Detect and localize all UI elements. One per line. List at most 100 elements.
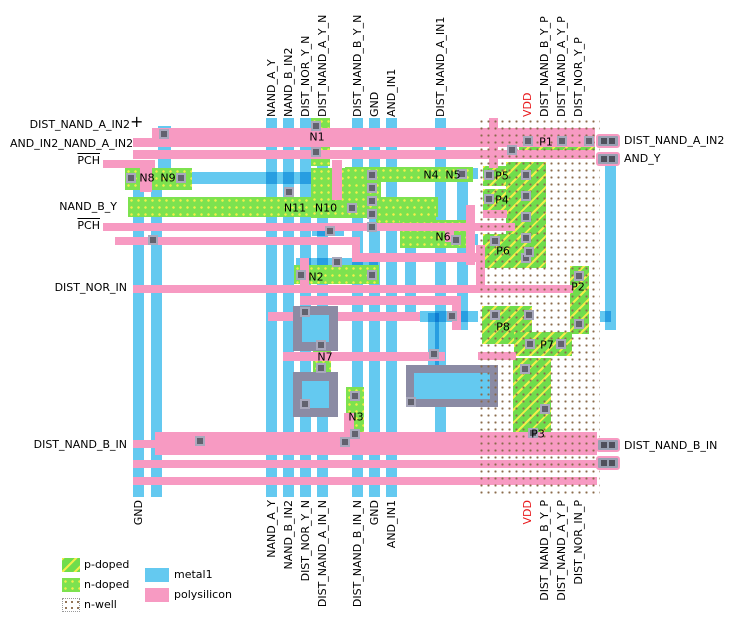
contact-via xyxy=(316,340,326,350)
contact-via xyxy=(296,270,306,280)
polysilicon-trace xyxy=(133,285,573,293)
polysilicon-trace xyxy=(300,296,460,305)
pin-and-y xyxy=(596,152,620,166)
polysilicon-trace xyxy=(352,237,360,262)
contact-via xyxy=(148,235,158,245)
metal1-trace xyxy=(435,118,446,448)
device-label-n8: N8 xyxy=(139,171,155,185)
polysilicon-trace xyxy=(332,160,342,200)
device-label-p7: P7 xyxy=(540,338,554,352)
contact-via xyxy=(350,391,360,401)
contact-via xyxy=(176,173,186,183)
contact-via xyxy=(556,339,566,349)
contact-via xyxy=(574,319,584,329)
polysilicon-trace xyxy=(133,460,597,468)
net-label-right-1: AND_Y xyxy=(624,152,661,165)
contact-via xyxy=(457,169,467,179)
crosshair-cursor: + xyxy=(130,112,144,131)
metal1-trace xyxy=(151,168,162,497)
pin-unlabeled xyxy=(596,456,620,470)
metal1-trace xyxy=(188,172,318,184)
polysilicon-trace xyxy=(133,440,158,448)
metal1-trace xyxy=(352,118,363,497)
contact-via xyxy=(490,310,500,320)
ndoped-region xyxy=(345,167,473,182)
polysilicon-trace xyxy=(115,237,360,245)
metal1-trace xyxy=(369,118,380,497)
contact-via xyxy=(316,363,326,373)
contact-via xyxy=(507,145,517,155)
contact-via xyxy=(325,226,335,236)
polysilicon-trace xyxy=(133,150,595,159)
contact-via xyxy=(521,212,531,222)
device-label-p6: P6 xyxy=(496,244,510,258)
polysilicon-trace xyxy=(133,477,597,485)
legend-swatch-polysilicon xyxy=(145,588,169,602)
device-label-p5: P5 xyxy=(495,169,509,183)
contact-via xyxy=(332,257,342,267)
contact-via xyxy=(159,129,169,139)
polysilicon-trace xyxy=(478,352,516,360)
legend-swatch-n-doped xyxy=(62,578,80,592)
metal1-trace xyxy=(605,155,616,330)
metal1-trace xyxy=(133,168,144,497)
contact-via xyxy=(484,194,494,204)
contact-via xyxy=(406,397,416,407)
polysilicon-trace xyxy=(344,413,354,435)
contact-via xyxy=(584,136,594,146)
polysilicon-trace xyxy=(445,226,454,242)
device-label-p1: P1 xyxy=(539,135,553,149)
polysilicon-trace xyxy=(466,205,475,265)
contact-via xyxy=(429,349,439,359)
metal1-trace xyxy=(405,228,416,313)
contact-via xyxy=(350,429,360,439)
polysilicon-trace xyxy=(140,160,152,192)
net-label-left-5: DIST_NOR_IN xyxy=(54,281,127,294)
net-label-left-4: PCH xyxy=(77,219,100,232)
polysilicon-trace xyxy=(268,312,420,321)
metal-guard-ring xyxy=(293,372,338,417)
contact-via xyxy=(524,247,534,257)
polysilicon-trace xyxy=(489,118,498,168)
contact-via xyxy=(521,191,531,201)
net-label-left-6: DIST_NAND_B_IN xyxy=(33,438,127,451)
contact-via xyxy=(284,187,294,197)
net-label-left-3: NAND_B_Y xyxy=(59,200,117,213)
contact-via xyxy=(340,437,350,447)
legend-swatch-p-doped xyxy=(62,558,80,572)
contact-via xyxy=(367,170,377,180)
contact-via xyxy=(520,364,530,374)
polysilicon-trace xyxy=(103,223,515,231)
polysilicon-trace xyxy=(103,160,155,168)
contact-via xyxy=(367,270,377,280)
legend-label-p-doped: p-doped xyxy=(84,558,130,571)
device-label-p2: P2 xyxy=(571,280,585,294)
legend-label-metal1: metal1 xyxy=(174,568,213,581)
legend-swatch-n-well xyxy=(62,598,80,612)
contact-via xyxy=(523,136,533,146)
device-label-n6: N6 xyxy=(435,230,451,244)
contact-via xyxy=(521,233,531,243)
net-label-left-1: AND_IN2_NAND_A_IN2 xyxy=(10,137,134,150)
device-label-n11: N11 xyxy=(283,201,307,215)
device-label-p4: P4 xyxy=(495,193,509,207)
contact-via xyxy=(311,121,321,131)
legend-swatch-metal1 xyxy=(145,568,169,582)
pin-dist-nand-b-in xyxy=(596,438,620,452)
contact-via xyxy=(525,339,535,349)
net-label-left-2: PCH xyxy=(77,154,100,167)
device-label-n5: N5 xyxy=(445,168,461,182)
legend-label-polysilicon: polysilicon xyxy=(174,588,232,601)
metal1-trace xyxy=(428,313,439,371)
device-label-n3: N3 xyxy=(348,410,364,424)
device-label-p3: P3 xyxy=(531,427,545,441)
polysilicon-trace xyxy=(283,352,445,361)
device-label-n9: N9 xyxy=(160,171,176,185)
contact-via xyxy=(447,311,457,321)
device-label-n10: N10 xyxy=(314,201,338,215)
contact-via xyxy=(300,399,310,409)
device-label-n1: N1 xyxy=(309,130,325,144)
metal1-trace xyxy=(457,168,468,330)
